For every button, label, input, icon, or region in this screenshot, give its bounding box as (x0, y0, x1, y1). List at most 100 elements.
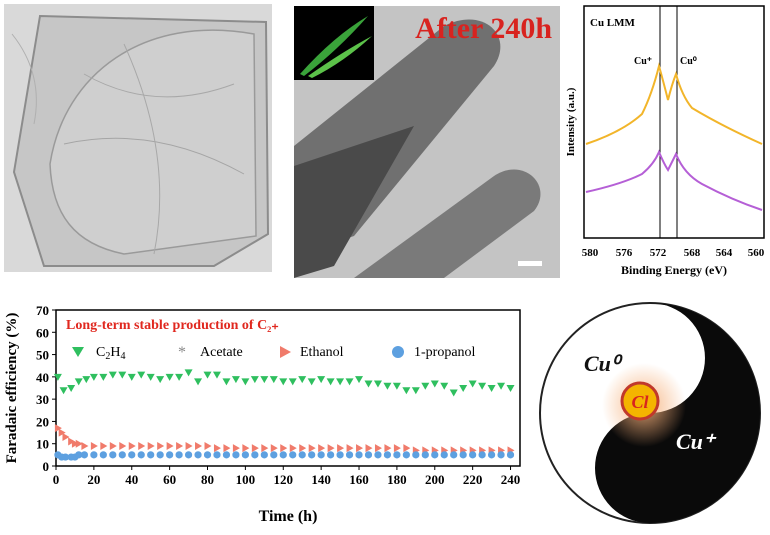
fe-point-c2h4 (53, 373, 62, 381)
fe-point-1-propanol (109, 451, 117, 459)
fe-point-c2h4 (440, 382, 449, 390)
xps-peak-label-cu0: Cu⁰ (680, 56, 697, 67)
fe-point-c2h4 (345, 378, 354, 386)
xps-xlabel: Binding Energy (eV) (621, 263, 727, 277)
fe-point-c2h4 (184, 369, 193, 377)
fe-point-1-propanol (166, 451, 174, 459)
fe-xtick-label: 140 (311, 472, 331, 487)
fe-point-c2h4 (411, 387, 420, 395)
fe-point-c2h4 (203, 371, 212, 379)
fe-point-c2h4 (165, 373, 174, 381)
fe-point-1-propanol (450, 451, 458, 459)
fe-point-c2h4 (108, 371, 117, 379)
fe-point-ethanol (318, 444, 326, 453)
fe-point-1-propanol (478, 451, 486, 459)
fe-point-1-propanol (497, 451, 505, 459)
fe-point-1-propanol (412, 451, 420, 459)
fe-xtick-label: 0 (53, 472, 60, 487)
legend-marker-ethanol (280, 346, 291, 358)
fe-point-1-propanol (80, 451, 89, 459)
fe-point-1-propanol (298, 451, 306, 459)
faradaic-efficiency-chart: 0 10 20 30 40 50 60 70 0 20 40 60 80 100 120 140 160 180… (0, 285, 528, 530)
fe-point-1-propanol (327, 451, 335, 459)
fe-xtick-label: 80 (201, 472, 214, 487)
fe-point-1-propanol (75, 451, 83, 459)
fe-ytick-label: 10 (36, 437, 49, 452)
fe-point-ethanol (128, 441, 136, 450)
fe-point-ethanol (223, 444, 231, 453)
fe-point-ethanol (157, 441, 165, 450)
xps-xtick: 564 (716, 247, 733, 259)
fe-y-axis: 0 10 20 30 40 50 60 70 (36, 303, 56, 474)
fe-point-c2h4 (459, 385, 468, 392)
fe-point-c2h4 (59, 387, 68, 395)
fe-point-ethanol (346, 444, 354, 453)
fe-xlabel: Time (h) (259, 508, 318, 525)
fe-point-c2h4 (67, 385, 76, 392)
fe-point-c2h4 (175, 373, 184, 381)
fe-point-1-propanol (222, 451, 231, 459)
fe-ytick-label: 20 (36, 414, 49, 429)
xps-chart: Cu LMM Cu⁺ Cu⁰ Intensity (a.u.) 580 576 … (565, 5, 765, 277)
fe-point-1-propanol (232, 451, 240, 459)
fe-point-c2h4 (222, 378, 231, 386)
fe-point-1-propanol (194, 451, 202, 459)
tem-hexagon-figure (4, 4, 272, 272)
fe-xtick-label: 160 (349, 472, 369, 487)
fe-point-ethanol (384, 444, 392, 453)
fe-point-c2h4 (260, 376, 269, 384)
fe-point-1-propanol (270, 451, 278, 459)
xps-curve-upper (585, 62, 763, 145)
scale-bar (518, 261, 542, 266)
fe-point-c2h4 (336, 378, 345, 386)
fe-point-1-propanol (440, 451, 448, 459)
fe-point-c2h4 (118, 371, 127, 379)
fe-point-c2h4 (317, 376, 326, 384)
fe-point-ethanol (280, 444, 288, 453)
fe-point-c2h4 (99, 373, 108, 381)
fe-xtick-label: 220 (463, 472, 483, 487)
fe-point-c2h4 (421, 382, 430, 390)
fe-point-c2h4 (506, 385, 515, 392)
fe-point-c2h4 (392, 382, 401, 390)
fe-point-1-propanol (506, 451, 515, 459)
legend-marker-acetate: * (178, 344, 186, 361)
fe-point-c2h4 (383, 382, 392, 390)
fe-point-ethanol (81, 441, 89, 450)
fe-point-ethanol (374, 444, 382, 453)
fe-point-ethanol (147, 441, 155, 450)
fe-point-ethanol (242, 444, 250, 453)
fe-point-1-propanol (147, 451, 155, 459)
legend-label-ethanol: Ethanol (300, 345, 344, 360)
xps-peak-label-cuplus: Cu⁺ (634, 56, 652, 67)
fe-point-ethanol (289, 444, 297, 453)
fe-point-1-propanol (213, 451, 221, 459)
xps-xtick: 580 (582, 247, 599, 259)
fe-xtick-label: 200 (425, 472, 445, 487)
fe-point-1-propanol (308, 451, 316, 459)
fe-point-ethanol (327, 444, 335, 453)
fe-ytick-label: 0 (43, 459, 50, 474)
fe-point-ethanol (62, 433, 70, 442)
fe-point-c2h4 (212, 371, 221, 379)
fe-plot-frame (55, 309, 521, 467)
fe-point-ethanol (58, 428, 66, 437)
fe-point-1-propanol (260, 451, 268, 459)
fe-point-ethanol (71, 439, 79, 448)
fe-point-c2h4 (194, 378, 203, 386)
fe-point-ethanol (185, 441, 193, 450)
fe-point-1-propanol (487, 451, 496, 459)
fe-x-axis: 0 20 40 60 80 100 120 140 160 180 200 220 240 (53, 466, 520, 487)
fe-point-1-propanol (137, 451, 145, 459)
fe-ytick-label: 50 (36, 348, 49, 363)
fe-xtick-label: 20 (87, 472, 100, 487)
fe-point-1-propanol (99, 451, 107, 459)
fe-point-1-propanol (90, 451, 98, 459)
fe-point-1-propanol (203, 451, 212, 459)
legend-marker-c2h4 (72, 347, 84, 357)
fe-point-1-propanol (383, 451, 392, 459)
fe-point-c2h4 (74, 378, 83, 386)
fe-xtick-label: 60 (163, 472, 176, 487)
fe-xtick-label: 180 (387, 472, 407, 487)
xps-title: Cu LMM (590, 17, 636, 29)
